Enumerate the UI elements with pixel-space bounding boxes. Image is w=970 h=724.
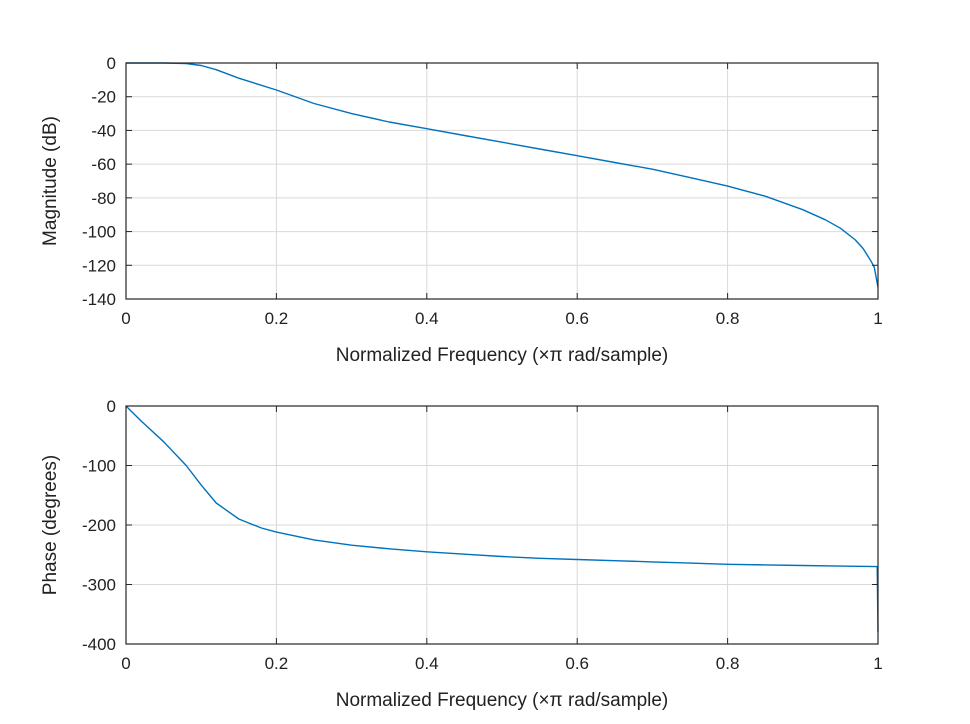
magnitude-x-tick-label: 0.2: [265, 309, 289, 328]
phase-y-axis-label: Phase (degrees): [40, 455, 61, 595]
magnitude-plot: 0 0.2 0.4 0.6 0.8 10-20-40-60-80-100-120-140 …: [40, 54, 883, 366]
magnitude-y-tick-label: -100: [82, 223, 116, 242]
phase-x-tick-label: 0.8: [716, 654, 740, 673]
magnitude-y-axis-label: Magnitude (dB): [40, 116, 61, 246]
phase-x-tick-label: 0.6: [565, 654, 589, 673]
phase-x-tick-label: 0: [121, 654, 130, 673]
magnitude-x-tick-label: 0.6: [565, 309, 589, 328]
phase-x-tick-label: 0.2: [265, 654, 289, 673]
phase-x-axis-label: Normalized Frequency (×π rad/sample): [336, 690, 669, 711]
phase-y-tick-label: -100: [82, 457, 116, 476]
magnitude-x-tick-label: 0.8: [716, 309, 740, 328]
magnitude-x-tick-label: 0.4: [415, 309, 439, 328]
phase-series-line: [125, 405, 879, 633]
magnitude-x-axis-label: Normalized Frequency (×π rad/sample): [336, 345, 669, 366]
magnitude-y-tick-label: 0: [107, 54, 116, 73]
phase-x-tick-label: 0.4: [415, 654, 439, 673]
magnitude-x-tick-label: 0: [121, 309, 130, 328]
magnitude-y-tick-label: -80: [91, 189, 116, 208]
magnitude-y-tick-label: -20: [91, 88, 116, 107]
magnitude-y-tick-label: -40: [91, 121, 116, 140]
phase-y-tick-label: -400: [82, 635, 116, 654]
magnitude-x-tick-label: 1: [873, 309, 882, 328]
phase-y-tick-label: 0: [107, 397, 116, 416]
phase-y-tick-label: -200: [82, 516, 116, 535]
phase-plot: 0 0.2 0.4 0.6 0.8 1 0 -100 -200 -300 -400 Normaliz…: [40, 397, 883, 711]
phase-x-tick-label: 1: [873, 654, 882, 673]
magnitude-y-tick-label: -60: [91, 155, 116, 174]
phase-y-tick-label: -300: [82, 576, 116, 595]
magnitude-series-line: [126, 62, 879, 288]
magnitude-y-tick-label: -120: [82, 256, 116, 275]
magnitude-y-tick-label: -140: [82, 290, 116, 309]
magnitude-plot-frame: [125, 62, 879, 300]
